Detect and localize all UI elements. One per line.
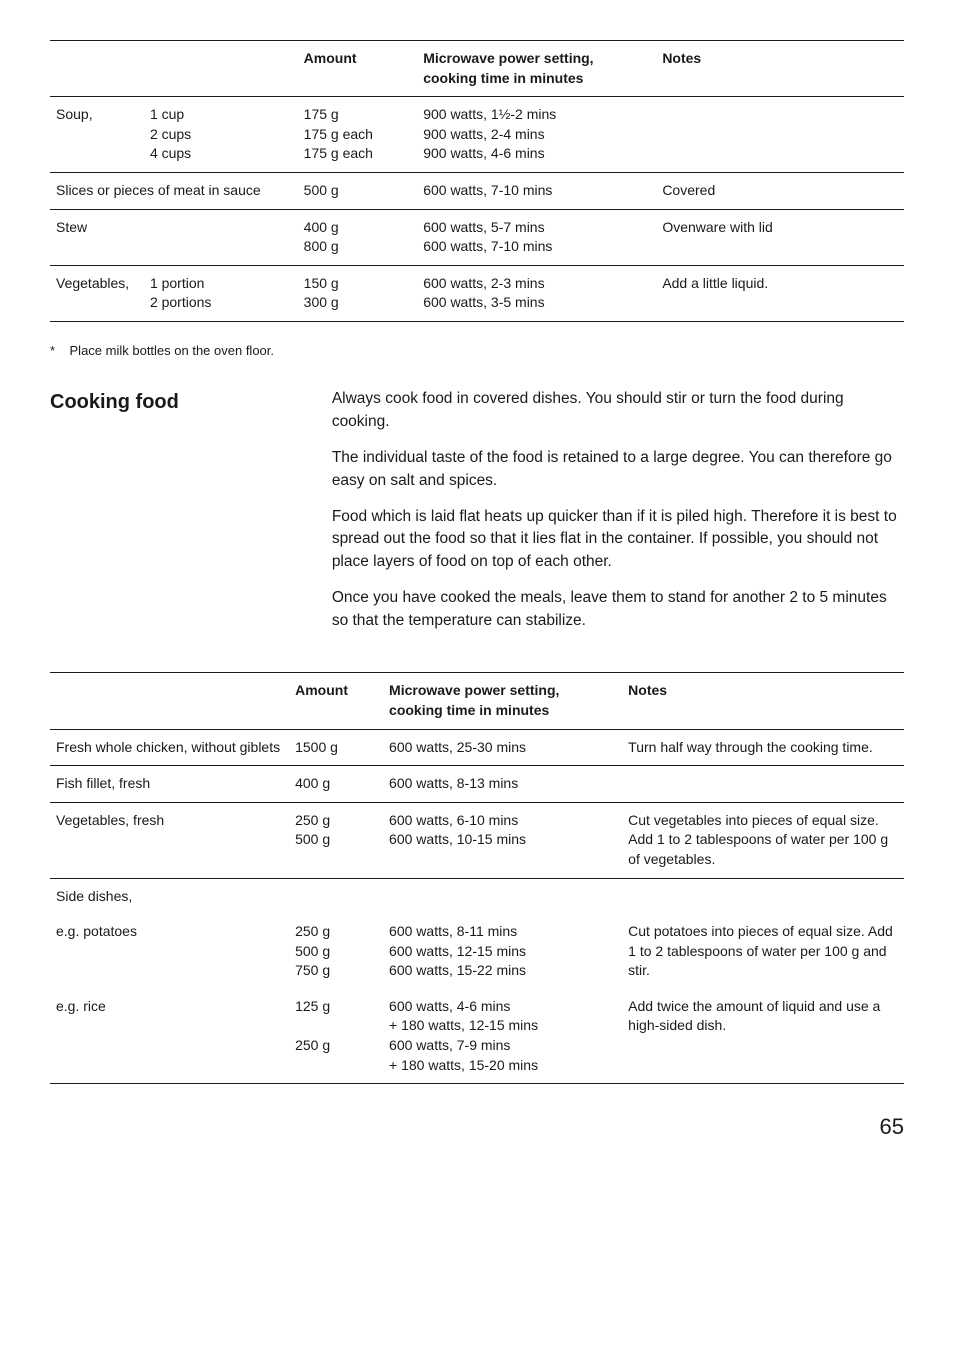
cell-notes: Cut vegetables into pieces of equal size…	[622, 802, 904, 878]
section-paragraph: Food which is laid flat heats up quicker…	[332, 506, 904, 573]
col-notes: Notes	[656, 41, 904, 97]
cell-amount: 500 g	[298, 172, 418, 209]
col-item	[50, 673, 289, 729]
table-row: Slices or pieces of meat in sauce 500 g …	[50, 172, 904, 209]
cell-item: Fish fillet, fresh	[50, 766, 289, 803]
cooking-food-section: Cooking food Always cook food in covered…	[50, 388, 904, 646]
cell-amount: 150 g 300 g	[298, 265, 418, 321]
cell-amount	[289, 878, 383, 914]
cell-group-header: Side dishes,	[50, 878, 289, 914]
cell-notes	[622, 766, 904, 803]
cell-setting: 600 watts, 25-30 mins	[383, 729, 622, 766]
cell-notes: Turn half way through the cooking time.	[622, 729, 904, 766]
cell-item: Vegetables, fresh	[50, 802, 289, 878]
table-row: Fresh whole chicken, without giblets 150…	[50, 729, 904, 766]
table-row: Vegetables, 1 portion 2 portions 150 g 3…	[50, 265, 904, 321]
table-header-row: Amount Microwave power setting, cooking …	[50, 41, 904, 97]
cell-setting: 600 watts, 8-11 mins 600 watts, 12-15 mi…	[383, 914, 622, 989]
cooking-table: Amount Microwave power setting, cooking …	[50, 672, 904, 1084]
cell-notes: Add twice the amount of liquid and use a…	[622, 989, 904, 1084]
table-header-row: Amount Microwave power setting, cooking …	[50, 673, 904, 729]
cell-item: e.g. rice	[50, 989, 289, 1084]
cell-setting: 600 watts, 8-13 mins	[383, 766, 622, 803]
col-amount: Amount	[289, 673, 383, 729]
col-notes: Notes	[622, 673, 904, 729]
cell-notes: Add a little liquid.	[656, 265, 904, 321]
cell-item: Soup,	[50, 97, 144, 173]
cell-setting: 900 watts, 1½-2 mins 900 watts, 2-4 mins…	[417, 97, 656, 173]
cell-amount: 400 g 800 g	[298, 209, 418, 265]
section-title: Cooking food	[50, 388, 332, 416]
cell-amount: 175 g 175 g each 175 g each	[298, 97, 418, 173]
table-row: Stew 400 g 800 g 600 watts, 5-7 mins 600…	[50, 209, 904, 265]
col-setting: Microwave power setting, cooking time in…	[383, 673, 622, 729]
cell-amount: 125 g 250 g	[289, 989, 383, 1084]
table-row: e.g. rice 125 g 250 g 600 watts, 4-6 min…	[50, 989, 904, 1084]
cell-notes: Cut potatoes into pieces of equal size. …	[622, 914, 904, 989]
heating-table: Amount Microwave power setting, cooking …	[50, 40, 904, 322]
cell-amount: 250 g 500 g 750 g	[289, 914, 383, 989]
cell-item-sub: 1 portion 2 portions	[144, 265, 298, 321]
section-paragraph: Always cook food in covered dishes. You …	[332, 388, 904, 433]
cell-item: Fresh whole chicken, without giblets	[50, 729, 289, 766]
table-row-group-header: Side dishes,	[50, 878, 904, 914]
cell-setting: 600 watts, 4-6 mins + 180 watts, 12-15 m…	[383, 989, 622, 1084]
cell-notes	[656, 97, 904, 173]
cell-item-sub: 1 cup 2 cups 4 cups	[144, 97, 298, 173]
cell-amount: 400 g	[289, 766, 383, 803]
cell-setting: 600 watts, 7-10 mins	[417, 172, 656, 209]
table-row: e.g. potatoes 250 g 500 g 750 g 600 watt…	[50, 914, 904, 989]
cell-amount: 250 g 500 g	[289, 802, 383, 878]
cell-setting	[383, 878, 622, 914]
cell-notes	[622, 878, 904, 914]
cell-item: Slices or pieces of meat in sauce	[50, 172, 298, 209]
cell-item: Vegetables,	[50, 265, 144, 321]
section-paragraph: Once you have cooked the meals, leave th…	[332, 587, 904, 632]
cell-notes: Covered	[656, 172, 904, 209]
col-amount: Amount	[298, 41, 418, 97]
table-row: Fish fillet, fresh 400 g 600 watts, 8-13…	[50, 766, 904, 803]
cell-setting: 600 watts, 2-3 mins 600 watts, 3-5 mins	[417, 265, 656, 321]
table-row: Vegetables, fresh 250 g 500 g 600 watts,…	[50, 802, 904, 878]
col-item	[50, 41, 298, 97]
cell-setting: 600 watts, 6-10 mins 600 watts, 10-15 mi…	[383, 802, 622, 878]
col-setting: Microwave power setting, cooking time in…	[417, 41, 656, 97]
cell-amount: 1500 g	[289, 729, 383, 766]
cell-setting: 600 watts, 5-7 mins 600 watts, 7-10 mins	[417, 209, 656, 265]
table-footnote: * Place milk bottles on the oven floor.	[50, 342, 904, 360]
page-number: 65	[50, 1112, 904, 1143]
section-paragraph: The individual taste of the food is reta…	[332, 447, 904, 492]
cell-item: e.g. potatoes	[50, 914, 289, 989]
cell-item: Stew	[50, 209, 298, 265]
table-row: Soup, 1 cup 2 cups 4 cups 175 g 175 g ea…	[50, 97, 904, 173]
cell-notes: Ovenware with lid	[656, 209, 904, 265]
